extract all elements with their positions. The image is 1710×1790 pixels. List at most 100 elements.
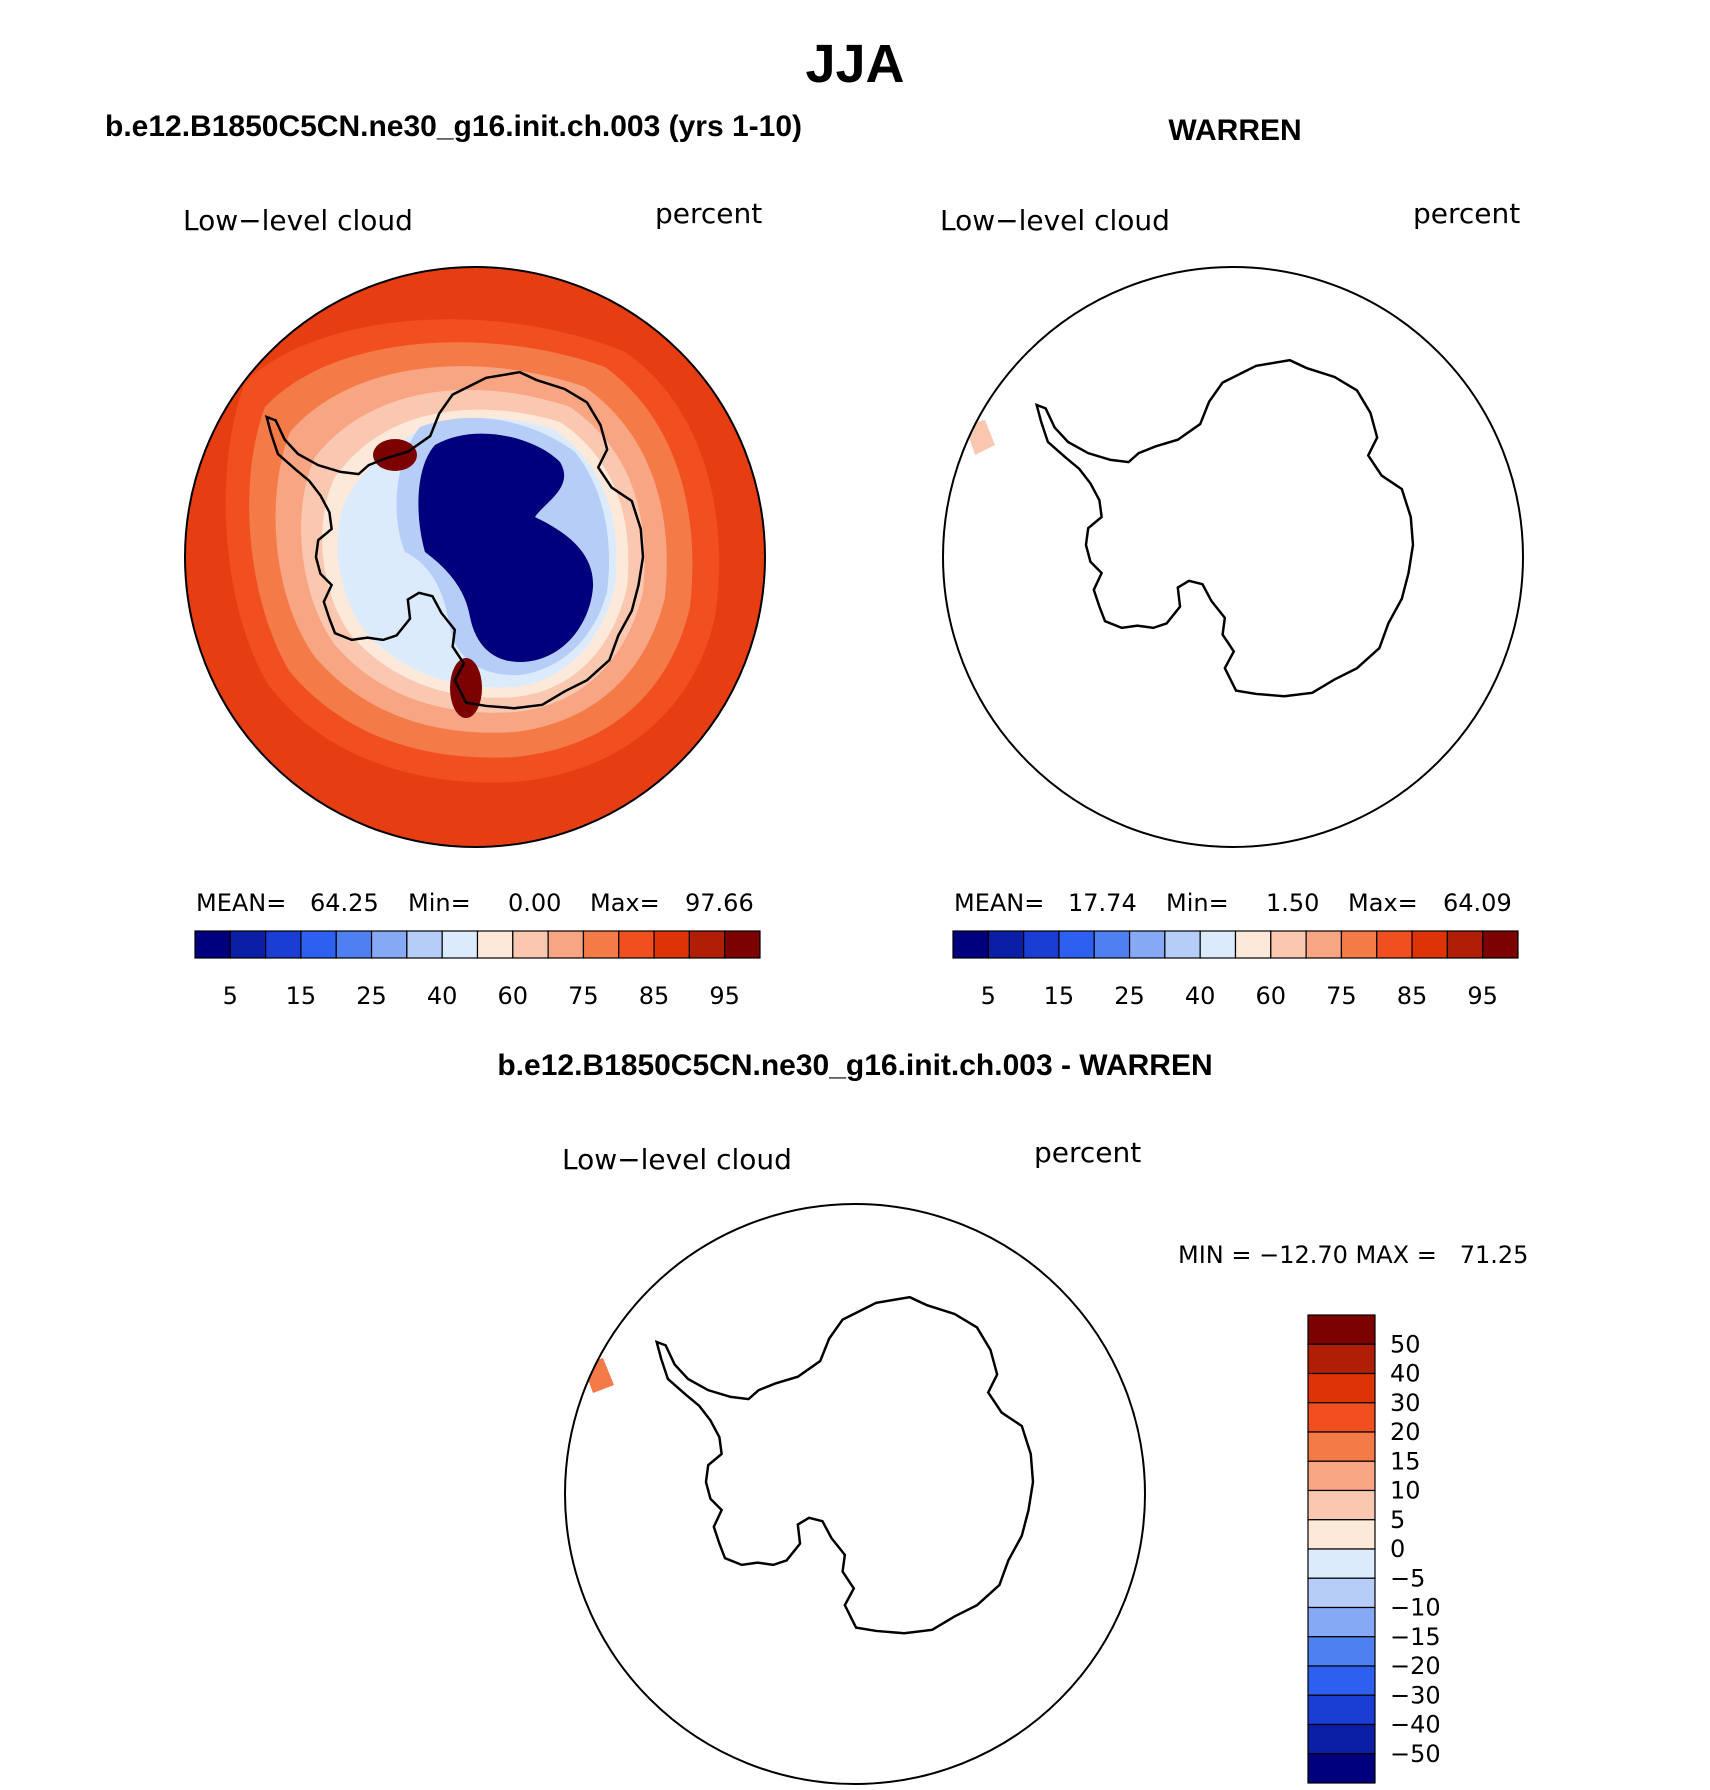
panel-model-title: b.e12.B1850C5CN.ne30_g16.init.ch.003 (yr… bbox=[105, 110, 802, 143]
panel-model-left-label: Low−level cloud bbox=[183, 204, 413, 237]
diff-colorbar-tick-label: 0 bbox=[1390, 1535, 1405, 1563]
diff-colorbar-swatch bbox=[1307, 1577, 1376, 1609]
main-title: JJA bbox=[805, 34, 904, 94]
panel-model-units-label: percent bbox=[655, 197, 762, 230]
obs-colorbar: 5 15 25 40 60 75 85 95 bbox=[952, 930, 1519, 1010]
panel-diff-title: b.e12.B1850C5CN.ne30_g16.init.ch.003 - W… bbox=[497, 1049, 1212, 1082]
model-map-border bbox=[184, 266, 766, 848]
diff-colorbar-swatch bbox=[1307, 1314, 1376, 1345]
obs-colorbar-swatch bbox=[1411, 930, 1448, 959]
model-map bbox=[185, 267, 765, 847]
model-colorbar-swatch bbox=[582, 930, 620, 959]
obs-colorbar-tick-label: 40 bbox=[1185, 982, 1216, 1010]
obs-colorbar-swatch bbox=[1023, 930, 1060, 959]
diff-colorbar-tick-label: −10 bbox=[1390, 1594, 1441, 1622]
obs-colorbar-swatch bbox=[1482, 930, 1519, 959]
obs-colorbar-swatch bbox=[1270, 930, 1307, 959]
obs-min-label: Min= bbox=[1166, 889, 1229, 917]
diff-colorbar-swatch bbox=[1307, 1548, 1376, 1579]
panel-obs-left-label: Low−level cloud bbox=[940, 204, 1170, 237]
diff-colorbar-swatch bbox=[1307, 1665, 1376, 1696]
diff-colorbar-tick-label: 5 bbox=[1390, 1506, 1405, 1534]
model-colorbar-tick-label: 75 bbox=[568, 982, 599, 1010]
obs-mean-label: MEAN= bbox=[954, 889, 1044, 917]
model-colorbar-swatch bbox=[618, 930, 655, 959]
model-colorbar-swatch bbox=[688, 930, 726, 959]
obs-colorbar-swatch bbox=[1446, 930, 1484, 959]
obs-map-border bbox=[942, 266, 1524, 848]
diff-colorbar-tick-label: −50 bbox=[1390, 1740, 1441, 1768]
obs-colorbar-swatch bbox=[1199, 930, 1237, 959]
diff-colorbar-swatch bbox=[1307, 1489, 1376, 1521]
model-colorbar-swatch bbox=[724, 930, 761, 959]
diff-colorbar-swatch bbox=[1307, 1460, 1376, 1492]
diff-map bbox=[565, 1204, 1145, 1784]
diff-map-border bbox=[564, 1203, 1146, 1785]
model-colorbar-swatch bbox=[441, 930, 479, 959]
obs-colorbar-tick-label: 60 bbox=[1256, 982, 1287, 1010]
diff-colorbar-swatch bbox=[1307, 1694, 1376, 1726]
model-max-value: 97.66 bbox=[685, 889, 754, 917]
obs-colorbar-swatch bbox=[987, 930, 1025, 959]
model-colorbar-tick-label: 85 bbox=[639, 982, 670, 1010]
model-colorbar-tick-label: 95 bbox=[709, 982, 740, 1010]
model-colorbar-swatch bbox=[653, 930, 690, 959]
panel-diff: b.e12.B1850C5CN.ne30_g16.init.ch.003 - W… bbox=[497, 1049, 1528, 1785]
diff-minmax-text: MIN = −12.70 MAX = 71.25 bbox=[1178, 1241, 1528, 1269]
obs-colorbar-swatch bbox=[1093, 930, 1131, 959]
diff-colorbar-swatch bbox=[1307, 1343, 1376, 1375]
model-colorbar-swatch bbox=[335, 930, 373, 959]
obs-min-value: 1.50 bbox=[1266, 889, 1319, 917]
diff-colorbar-tick-label: 30 bbox=[1390, 1389, 1421, 1417]
model-colorbar-swatch bbox=[406, 930, 443, 959]
model-mean-value: 64.25 bbox=[310, 889, 379, 917]
model-colorbar-swatch bbox=[229, 930, 267, 959]
model-mean-label: MEAN= bbox=[196, 889, 286, 917]
model-colorbar-tick-label: 25 bbox=[356, 982, 387, 1010]
panel-obs-title: WARREN bbox=[1168, 114, 1301, 147]
model-colorbar-tick-label: 15 bbox=[286, 982, 317, 1010]
obs-map bbox=[943, 267, 1523, 847]
diff-background bbox=[565, 1204, 1145, 1784]
obs-colorbar-swatch bbox=[1305, 930, 1343, 959]
model-colorbar-tick-label: 5 bbox=[223, 982, 238, 1010]
model-colorbar-tick-label: 60 bbox=[498, 982, 529, 1010]
model-colorbar-swatch bbox=[300, 930, 337, 959]
model-colorbar-swatch bbox=[512, 930, 549, 959]
model-colorbar-tick-label: 40 bbox=[427, 982, 458, 1010]
obs-colorbar-tick-label: 85 bbox=[1397, 982, 1428, 1010]
model-min-value: 0.00 bbox=[508, 889, 561, 917]
obs-colorbar-tick-label: 95 bbox=[1467, 982, 1498, 1010]
panel-obs: WARREN Low−level cloud percent MEAN= 17.… bbox=[940, 114, 1524, 1010]
obs-colorbar-swatch bbox=[1376, 930, 1413, 959]
obs-max-label: Max= bbox=[1348, 889, 1418, 917]
model-colorbar-swatch bbox=[547, 930, 585, 959]
diff-colorbar-swatch bbox=[1307, 1372, 1376, 1404]
model-colorbar-swatch bbox=[194, 930, 231, 959]
model-contour-5 bbox=[418, 433, 594, 662]
obs-colorbar-tick-label: 15 bbox=[1044, 982, 1075, 1010]
diff-colorbar-swatch bbox=[1307, 1402, 1376, 1433]
model-colorbar-swatch bbox=[265, 930, 302, 959]
diff-colorbar-tick-label: −15 bbox=[1390, 1623, 1441, 1651]
diff-colorbar-tick-label: 20 bbox=[1390, 1418, 1421, 1446]
diff-colorbar-tick-label: 40 bbox=[1390, 1360, 1421, 1388]
model-colorbar-swatch bbox=[370, 930, 408, 959]
obs-colorbar-swatch bbox=[1058, 930, 1095, 959]
diff-colorbar-tick-label: 15 bbox=[1390, 1447, 1421, 1475]
obs-colorbar-swatch bbox=[1128, 930, 1166, 959]
obs-background bbox=[943, 267, 1523, 847]
obs-colorbar-swatch bbox=[952, 930, 989, 959]
panel-obs-units-label: percent bbox=[1413, 197, 1520, 230]
model-colorbar-swatch bbox=[476, 930, 514, 959]
diff-colorbar-swatch bbox=[1307, 1723, 1376, 1755]
obs-colorbar-tick-label: 75 bbox=[1326, 982, 1357, 1010]
diff-colorbar-swatch bbox=[1307, 1606, 1376, 1638]
model-colorbar: 5 15 25 40 60 75 85 95 bbox=[194, 930, 761, 1010]
diff-colorbar-tick-label: −20 bbox=[1390, 1652, 1441, 1680]
obs-colorbar-tick-label: 25 bbox=[1114, 982, 1145, 1010]
obs-colorbar-tick-label: 5 bbox=[981, 982, 996, 1010]
obs-colorbar-swatch bbox=[1234, 930, 1272, 959]
